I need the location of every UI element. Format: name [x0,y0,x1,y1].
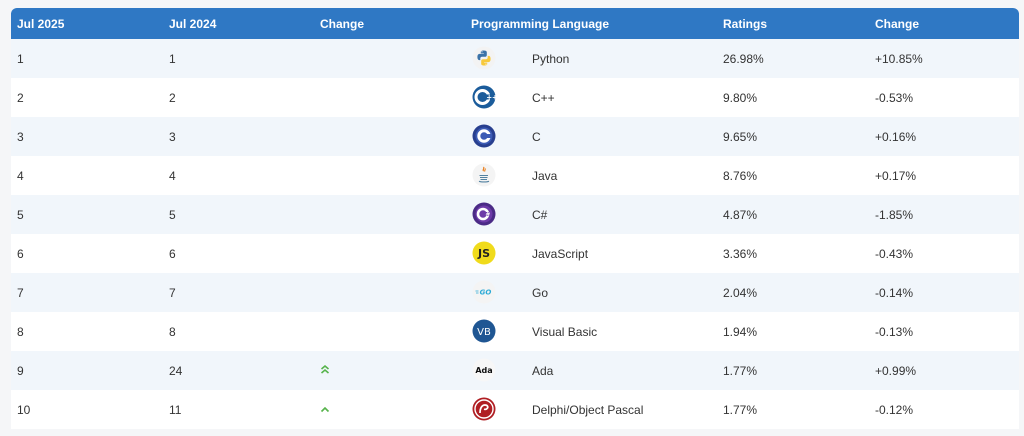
rating-change: -0.13% [875,324,914,339]
rating-value: 9.65% [723,129,758,144]
rank-jul-2025: 1 [17,51,24,66]
rank-jul-2025: 8 [17,324,24,339]
rank-jul-2024: 4 [169,168,176,183]
table-header: Jul 2025 Jul 2024 Change Programming Lan… [11,8,1019,39]
rank-jul-2025: 4 [17,168,24,183]
svg-text:++: ++ [486,94,496,102]
rating-value: 3.36% [723,246,758,261]
rank-jul-2025: 9 [17,363,24,378]
ada-icon: Ada [472,358,496,382]
rank-jul-2024: 6 [169,246,176,261]
rank-jul-2025: 6 [17,246,24,261]
header-programming-language[interactable]: Programming Language [471,16,610,31]
java-icon [472,163,496,187]
rating-value: 2.04% [723,285,758,300]
csharp-icon: # [472,202,496,226]
rating-change: +0.16% [875,129,917,144]
table-row: 2 2 ++ C++ 9.80% -0.53% [11,78,1019,117]
table-row: 4 4 Java 8.76% +0.17% [11,156,1019,195]
language-name: C# [532,207,548,222]
language-name: C [532,129,541,144]
rating-change: +10.85% [875,51,923,66]
header-change[interactable]: Change [320,16,365,31]
rating-change: -0.14% [875,285,914,300]
language-name: Java [532,168,558,183]
rating-value: 1.94% [723,324,758,339]
rating-value: 8.76% [723,168,758,183]
language-name: Ada [532,363,554,378]
rating-value: 1.77% [723,363,758,378]
rank-jul-2024: 24 [169,363,183,378]
rank-jul-2025: 5 [17,207,24,222]
ranking-table: Jul 2025 Jul 2024 Change Programming Lan… [11,8,1019,429]
language-name: Go [532,285,549,300]
rating-change: -0.12% [875,402,914,417]
language-name: Delphi/Object Pascal [532,402,644,417]
rank-change-indicator [320,402,330,416]
header-jul-2025[interactable]: Jul 2025 [17,16,65,31]
c-icon [472,124,496,148]
table-row: 8 8 VB Visual Basic 1.94% -0.13% [11,312,1019,351]
cpp-icon: ++ [472,85,498,109]
rating-change: -0.43% [875,246,914,261]
table-row: 10 11 Delphi/Object Pascal 1.77% -0.12% [11,390,1019,429]
table-row: 9 24 Ada Ada 1.77% +0.99% [11,351,1019,390]
table-row: 7 7 GO Go 2.04% -0.14% [11,273,1019,312]
rank-jul-2024: 8 [169,324,176,339]
rating-value: 4.87% [723,207,758,222]
rating-change: +0.99% [875,363,917,378]
rank-jul-2025: 10 [17,402,31,417]
rank-jul-2024: 5 [169,207,176,222]
svg-text:Ada: Ada [475,366,492,375]
rank-jul-2024: 7 [169,285,176,300]
rank-jul-2024: 3 [169,129,176,144]
svg-text:VB: VB [477,327,491,338]
rank-change-indicator [320,363,330,377]
language-name: JavaScript [532,246,589,261]
rating-value: 26.98% [723,51,764,66]
go-icon: GO [472,280,496,304]
svg-text:JS: JS [477,247,490,260]
rank-jul-2025: 3 [17,129,24,144]
language-name: C++ [532,90,555,105]
header-jul-2024[interactable]: Jul 2024 [169,16,217,31]
table-row: 3 3 C 9.65% +0.16% [11,117,1019,156]
rating-value: 9.80% [723,90,758,105]
header-ratings[interactable]: Ratings [723,16,768,31]
table-row: 5 5 # C# 4.87% -1.85% [11,195,1019,234]
rating-value: 1.77% [723,402,758,417]
rank-jul-2025: 7 [17,285,24,300]
rank-jul-2024: 1 [169,51,176,66]
svg-text:#: # [485,211,490,218]
javascript-icon: JS [472,241,496,265]
rating-change: -1.85% [875,207,914,222]
rating-change: -0.53% [875,90,914,105]
table-row: 1 1 Python 26.98% +10.85% [11,39,1019,78]
python-icon [472,46,496,70]
language-name: Visual Basic [532,324,598,339]
table-body: 1 1 Python 26.98% +10.85% 2 2 ++ C++ 9.8… [11,39,1019,429]
table-row: 6 6 JS JavaScript 3.36% -0.43% [11,234,1019,273]
rank-jul-2024: 11 [169,402,182,417]
delphi-icon [472,397,496,421]
language-name: Python [532,51,570,66]
up-arrow-icon [320,402,330,416]
rank-jul-2025: 2 [17,90,24,105]
rank-jul-2024: 2 [169,90,176,105]
double-up-arrow-icon [320,363,330,377]
svg-text:GO: GO [480,289,492,297]
rating-change: +0.17% [875,168,917,183]
header-change-percent[interactable]: Change [875,16,920,31]
visual-basic-icon: VB [472,319,496,343]
